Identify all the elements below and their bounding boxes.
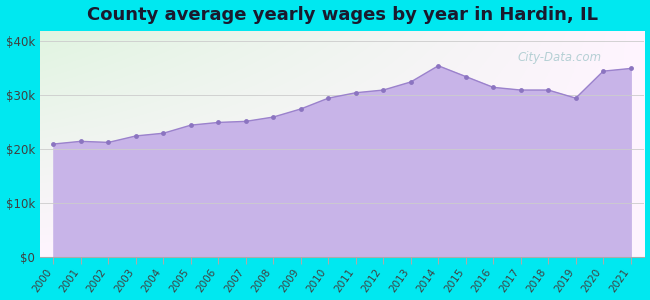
Title: County average yearly wages by year in Hardin, IL: County average yearly wages by year in H… [86, 6, 597, 24]
Text: City-Data.com: City-Data.com [517, 51, 601, 64]
